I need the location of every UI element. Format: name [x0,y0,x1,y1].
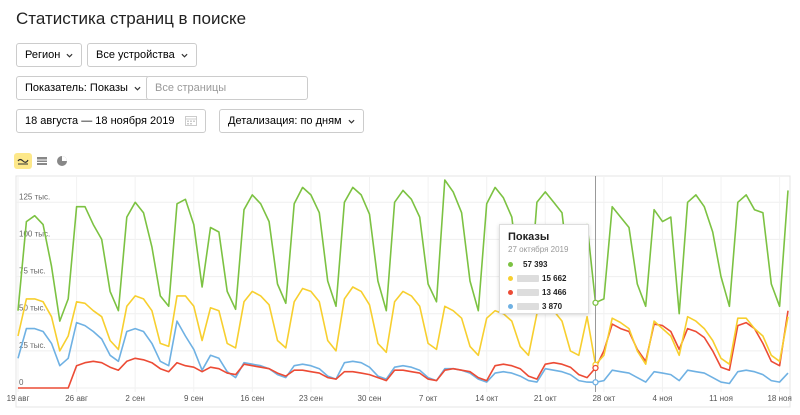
tooltip-row: 57 393 [508,257,580,271]
y-tick-label: 25 тыс. [19,341,46,350]
devices-dropdown-label: Все устройства [96,49,175,61]
x-tick-label: 26 авг [65,394,88,403]
chevron-down-icon [348,119,355,124]
y-tick-label: 100 тыс. [19,229,50,238]
blurred-label [517,274,539,282]
y-tick-label: 0 [19,378,24,387]
tooltip-value: 15 662 [542,273,567,283]
line-chart-button[interactable] [14,153,32,169]
series-color-dot [508,275,513,281]
page-title: Статистика страниц в поиске [16,9,247,28]
y-tick-label: 75 тыс. [19,267,46,276]
series-line [17,320,789,385]
blurred-label [517,288,539,296]
series-color-dot [508,303,513,309]
y-tick-label: 125 тыс. [19,192,50,201]
series-color-dot [508,261,513,267]
x-tick-label: 2 сен [125,394,145,403]
pages-filter-input[interactable]: Все страницы [146,76,308,100]
blurred-label [517,302,539,310]
pages-filter-placeholder: Все страницы [155,82,227,94]
series-line [17,179,789,322]
metric-dropdown[interactable]: Показатель: Показы [16,76,150,100]
chevron-down-icon [134,86,141,91]
tooltip-title: Показы [508,231,550,243]
x-tick-label: 30 сен [358,394,382,403]
tooltip-date: 27 октября 2019 [508,245,569,254]
x-tick-label: 14 окт [475,394,498,403]
series-line [17,286,789,366]
y-tick-label: 50 тыс. [19,304,46,313]
tooltip-row: 13 466 [508,285,580,299]
stacked-area-icon [37,157,47,165]
series-color-dot [508,289,513,295]
tooltip-value: 57 393 [523,259,548,269]
pie-chart-button[interactable] [53,153,71,169]
x-tick-label: 16 сен [240,394,264,403]
x-tick-label: 23 сен [299,394,323,403]
x-tick-label: 19 авг [7,394,30,403]
date-range-picker[interactable]: 18 августа — 18 ноября 2019 [16,109,206,133]
line-chart-icon [17,158,29,165]
chevron-down-icon [66,53,73,58]
chart-tooltip: Показы 27 октября 2019 57 393 15 662 13 … [499,224,589,314]
x-tick-label: 21 окт [534,394,557,403]
tooltip-row: 15 662 [508,271,580,285]
metric-dropdown-label: Показатель: Показы [25,82,128,94]
x-tick-label: 9 сен [184,394,204,403]
x-tick-label: 11 ноя [709,394,733,403]
detail-dropdown[interactable]: Детализация: по дням [219,109,364,133]
chart-frame [15,175,791,408]
detail-dropdown-label: Детализация: по дням [228,115,342,127]
region-dropdown[interactable]: Регион [16,43,83,67]
x-tick-label: 18 ноя [767,394,791,403]
tooltip-row: 3 870 [508,299,580,313]
x-tick-label: 28 окт [592,394,615,403]
x-tick-label: 7 окт [419,394,438,403]
chevron-down-icon [181,53,188,58]
hover-point [592,379,599,386]
x-tick-label: 4 ноя [653,394,673,403]
tooltip-value: 3 870 [542,301,563,311]
stacked-area-button[interactable] [33,153,51,169]
pie-chart-icon [57,156,67,166]
devices-dropdown[interactable]: Все устройства [87,43,197,67]
hover-point [592,364,599,372]
region-dropdown-label: Регион [25,49,61,61]
tooltip-value: 13 466 [542,287,567,297]
date-range-value: 18 августа — 18 ноября 2019 [25,115,175,127]
calendar-icon [185,116,197,126]
hover-point [592,299,599,306]
